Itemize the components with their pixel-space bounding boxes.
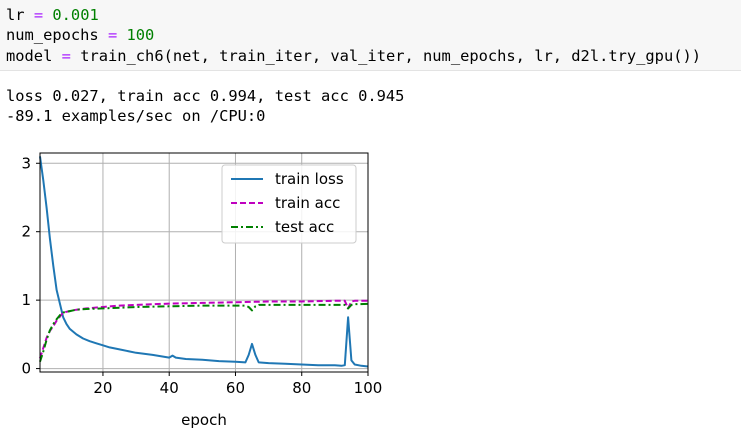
code-var: lr (6, 6, 25, 24)
series-layer (39, 156, 369, 368)
code-operator: = (61, 47, 71, 65)
x-tick-label: 60 (226, 379, 245, 397)
output-line-speed: -89.1 examples/sec on /CPU:0 (6, 107, 266, 125)
plot-frame (39, 152, 369, 373)
code-line-num-epochs: num_epochs = 100 (6, 25, 154, 45)
series-line-train-loss (39, 156, 369, 368)
code-var: num_epochs (6, 26, 99, 44)
y-tick-label: 3 (21, 154, 31, 172)
code-operator: = (33, 6, 44, 24)
tick-layer: 20 40 60 80 100 0 1 2 3 (21, 154, 382, 397)
series-line-train-acc (39, 299, 368, 359)
legend-box (221, 164, 357, 244)
x-tick-label: 40 (160, 379, 179, 397)
y-tick-label: 0 (21, 360, 31, 378)
x-axis-label: epoch (181, 411, 227, 429)
chart-container: 20 40 60 80 100 0 1 2 3 train loss train acc test … (0, 138, 400, 438)
legend-label: train acc (275, 194, 340, 212)
code-operator: = (107, 26, 118, 44)
code-line-model: model = train_ch6(net, train_iter, val_i… (6, 46, 701, 66)
y-tick-label: 1 (21, 291, 31, 309)
code-line-lr: lr = 0.001 (6, 5, 99, 25)
legend-label: train loss (275, 170, 344, 188)
code-number: 100 (126, 26, 155, 44)
code-number: 0.001 (52, 6, 99, 24)
chart-legend: train loss train acc test acc (221, 164, 357, 244)
x-tick-label: 20 (93, 379, 112, 397)
code-cell[interactable]: lr = 0.001 num_epochs = 100 model = trai… (0, 0, 741, 71)
x-tick-label: 80 (292, 379, 311, 397)
x-tick-label: 100 (354, 379, 383, 397)
code-var: model (6, 47, 53, 65)
output-line-metrics: loss 0.027, train acc 0.994, test acc 0.… (6, 87, 405, 105)
y-tick-label: 2 (21, 223, 31, 241)
code-call: train_ch6(net, train_iter, val_iter, num… (80, 47, 702, 65)
legend-label: test acc (275, 218, 334, 236)
training-chart: 20 40 60 80 100 0 1 2 3 train loss train acc test … (21, 152, 382, 429)
series-line-test-acc (39, 302, 369, 363)
